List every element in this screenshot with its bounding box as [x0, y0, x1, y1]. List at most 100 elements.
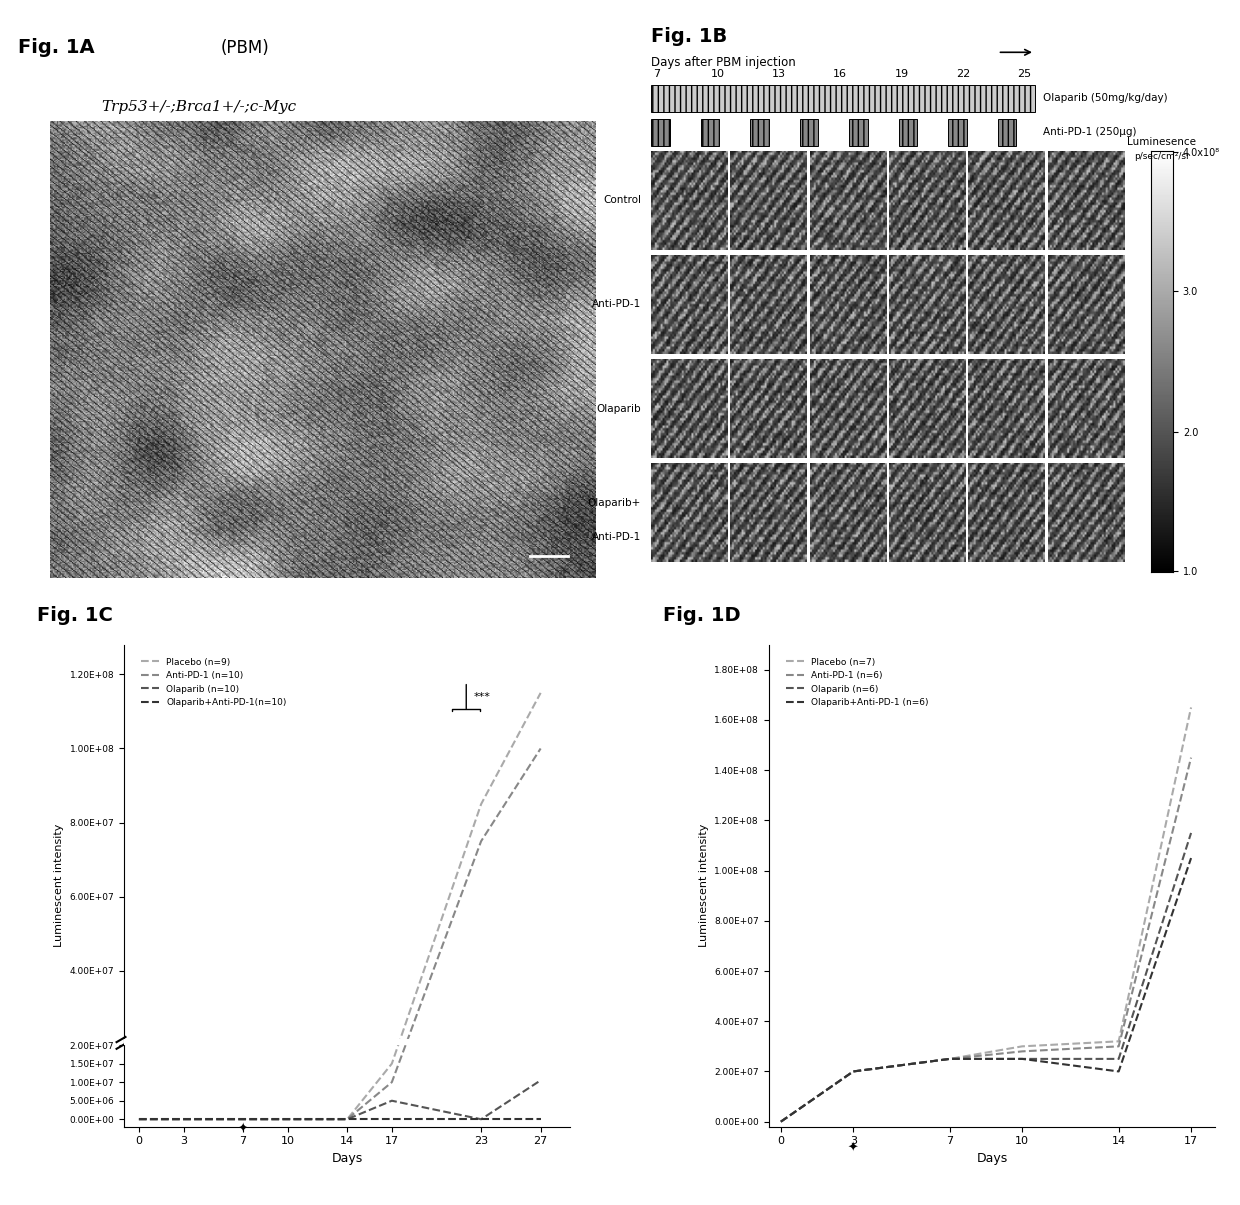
Text: Anti-PD-1 (250μg): Anti-PD-1 (250μg) — [1043, 128, 1136, 137]
Bar — [651, 86, 1035, 112]
Anti-PD-1 (n=10) — [131, 1112, 146, 1127]
Olaparib (n=10) — [236, 1112, 250, 1127]
Anti-PD-1 (n=6) — [1014, 1044, 1029, 1059]
Text: Olaparib (50mg/kg/day): Olaparib (50mg/kg/day) — [1043, 94, 1168, 104]
Olaparib (n=10) — [533, 1074, 548, 1088]
Olaparib+Anti-PD-1(n=10) — [236, 1112, 250, 1127]
Olaparib+Anti-PD-1 (n=6) — [1111, 1064, 1126, 1078]
Anti-PD-1 (n=6) — [1111, 1039, 1126, 1053]
Placebo (n=9) — [384, 1057, 399, 1071]
Anti-PD-1 (n=10) — [280, 1112, 295, 1127]
Y-axis label: Luminescent intensity: Luminescent intensity — [55, 824, 64, 947]
Text: (PBM): (PBM) — [221, 39, 269, 57]
Text: Control: Control — [603, 195, 641, 205]
Olaparib (n=6) — [1111, 1052, 1126, 1066]
Text: 7: 7 — [652, 69, 660, 78]
Olaparib (n=10) — [176, 1112, 191, 1127]
Olaparib+Anti-PD-1(n=10) — [533, 1112, 548, 1127]
Olaparib+Anti-PD-1 (n=6) — [942, 1052, 957, 1066]
Bar — [849, 119, 868, 146]
Bar — [997, 119, 1017, 146]
Bar — [899, 119, 918, 146]
Placebo (n=7) — [774, 1115, 789, 1129]
Text: Fig. 1D: Fig. 1D — [663, 606, 742, 624]
Text: Luminesence: Luminesence — [1127, 136, 1197, 147]
Y-axis label: Luminescent intensity: Luminescent intensity — [699, 824, 709, 947]
Anti-PD-1 (n=10) — [236, 1112, 250, 1127]
Placebo (n=9) — [340, 1112, 355, 1127]
Anti-PD-1 (n=10) — [474, 834, 489, 848]
Anti-PD-1 (n=6) — [774, 1115, 789, 1129]
Line: Placebo (n=7): Placebo (n=7) — [781, 707, 1192, 1122]
Olaparib+Anti-PD-1(n=10) — [474, 1112, 489, 1127]
Olaparib (n=10) — [280, 1112, 295, 1127]
Olaparib (n=10) — [131, 1112, 146, 1127]
Anti-PD-1 (n=10) — [176, 1112, 191, 1127]
Olaparib (n=6) — [846, 1064, 861, 1078]
Text: 13: 13 — [773, 69, 786, 78]
Placebo (n=9) — [280, 1112, 295, 1127]
Text: Fig. 1B: Fig. 1B — [651, 28, 727, 46]
Bar — [800, 119, 818, 146]
X-axis label: Days: Days — [976, 1152, 1008, 1165]
Olaparib (n=6) — [1014, 1052, 1029, 1066]
Text: 16: 16 — [833, 69, 847, 78]
Anti-PD-1 (n=10) — [384, 1075, 399, 1089]
Placebo (n=7) — [1014, 1039, 1029, 1053]
Text: p/sec/cm²/sr: p/sec/cm²/sr — [1135, 152, 1189, 161]
Line: Placebo (n=9): Placebo (n=9) — [139, 693, 541, 1119]
Placebo (n=7) — [1184, 700, 1199, 715]
Bar — [651, 119, 670, 146]
Olaparib (n=6) — [942, 1052, 957, 1066]
Legend: Placebo (n=9), Anti-PD-1 (n=10), Olaparib (n=10), Olaparib+Anti-PD-1(n=10): Placebo (n=9), Anti-PD-1 (n=10), Olapari… — [138, 654, 290, 711]
Bar — [701, 119, 719, 146]
Text: Fig. 1A: Fig. 1A — [19, 39, 95, 57]
Line: Olaparib (n=10): Olaparib (n=10) — [139, 1081, 541, 1119]
Olaparib+Anti-PD-1 (n=6) — [1184, 851, 1199, 865]
Olaparib+Anti-PD-1(n=10) — [340, 1112, 355, 1127]
Bar — [750, 119, 769, 146]
Text: Fig. 1C: Fig. 1C — [37, 606, 113, 624]
Placebo (n=9) — [176, 1112, 191, 1127]
Text: ***: *** — [474, 692, 491, 701]
Anti-PD-1 (n=10) — [340, 1112, 355, 1127]
Bar — [949, 119, 967, 146]
Olaparib+Anti-PD-1(n=10) — [384, 1112, 399, 1127]
Text: 10: 10 — [711, 69, 724, 78]
Line: Anti-PD-1 (n=10): Anti-PD-1 (n=10) — [139, 748, 541, 1119]
Olaparib (n=6) — [774, 1115, 789, 1129]
Text: Olaparib+: Olaparib+ — [588, 498, 641, 507]
Placebo (n=9) — [131, 1112, 146, 1127]
Text: 19: 19 — [894, 69, 909, 78]
Anti-PD-1 (n=6) — [1184, 751, 1199, 765]
Placebo (n=9) — [533, 686, 548, 700]
Olaparib+Anti-PD-1(n=10) — [131, 1112, 146, 1127]
Olaparib+Anti-PD-1 (n=6) — [774, 1115, 789, 1129]
Line: Olaparib (n=6): Olaparib (n=6) — [781, 833, 1192, 1122]
Text: ✦: ✦ — [238, 1123, 248, 1136]
Text: Olaparib: Olaparib — [596, 404, 641, 413]
Placebo (n=7) — [942, 1052, 957, 1066]
Olaparib+Anti-PD-1(n=10) — [176, 1112, 191, 1127]
Text: 25: 25 — [1017, 69, 1032, 78]
Olaparib (n=10) — [340, 1112, 355, 1127]
Olaparib (n=10) — [384, 1093, 399, 1107]
Olaparib+Anti-PD-1 (n=6) — [1014, 1052, 1029, 1066]
Anti-PD-1 (n=6) — [846, 1064, 861, 1078]
Text: Days after PBM injection: Days after PBM injection — [651, 57, 796, 70]
Text: Anti-PD-1: Anti-PD-1 — [591, 533, 641, 542]
Line: Olaparib+Anti-PD-1 (n=6): Olaparib+Anti-PD-1 (n=6) — [781, 858, 1192, 1122]
Olaparib+Anti-PD-1(n=10) — [280, 1112, 295, 1127]
Placebo (n=9) — [474, 797, 489, 811]
Placebo (n=7) — [1111, 1034, 1126, 1048]
Olaparib (n=6) — [1184, 825, 1199, 840]
Text: Anti-PD-1: Anti-PD-1 — [591, 299, 641, 310]
Placebo (n=9) — [236, 1112, 250, 1127]
Legend: Placebo (n=7), Anti-PD-1 (n=6), Olaparib (n=6), Olaparib+Anti-PD-1 (n=6): Placebo (n=7), Anti-PD-1 (n=6), Olaparib… — [782, 654, 932, 711]
Text: Trp53+/-;Brca1+/-;c-Myc: Trp53+/-;Brca1+/-;c-Myc — [102, 100, 296, 113]
Olaparib (n=10) — [474, 1112, 489, 1127]
Text: ✦: ✦ — [848, 1142, 858, 1154]
Placebo (n=7) — [846, 1064, 861, 1078]
X-axis label: Days: Days — [331, 1152, 363, 1165]
Anti-PD-1 (n=10) — [533, 741, 548, 756]
